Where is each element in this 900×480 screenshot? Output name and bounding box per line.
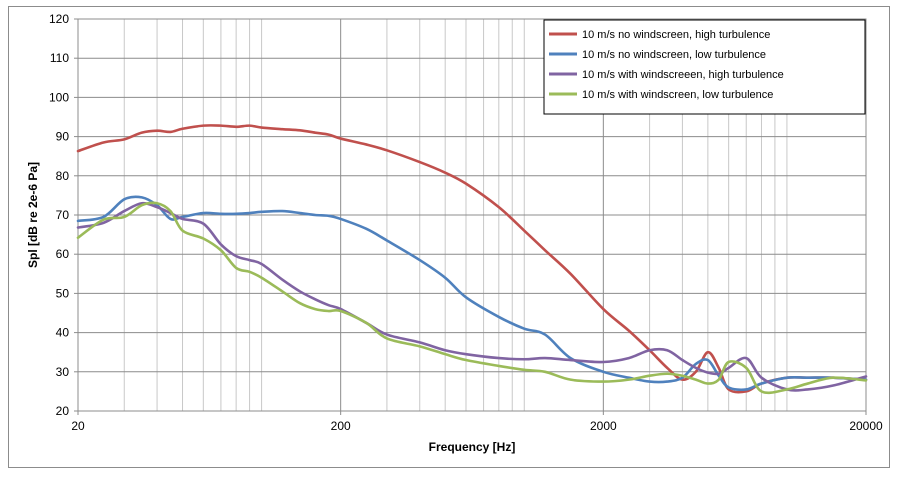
series-lines [76, 124, 868, 395]
series-line-4 [76, 201, 868, 395]
x-tick-label: 20 [71, 419, 85, 433]
legend-label: 10 m/s with windscreen, low turbulence [582, 89, 773, 101]
x-tick-label: 2000 [590, 419, 617, 433]
y-tick-label: 100 [49, 90, 69, 104]
y-tick-label: 40 [56, 326, 70, 340]
y-tick-label: 90 [56, 130, 70, 144]
y-tick-label: 30 [56, 365, 70, 379]
legend-label: 10 m/s no windscreen, low turbulence [582, 49, 766, 61]
legend: 10 m/s no windscreen, high turbulence 10 … [543, 19, 866, 115]
y-tick-label: 20 [56, 404, 70, 418]
y-tick-label: 120 [49, 12, 69, 26]
y-tick-label: 50 [56, 286, 70, 300]
y-tick-label: 70 [56, 208, 70, 222]
y-tick-label: 80 [56, 169, 70, 183]
legend-box [543, 19, 866, 115]
y-tick-label: 60 [56, 247, 70, 261]
legend-label: 10 m/s with windscreeen, high turbulence [582, 69, 784, 81]
legend-label: 10 m/s no windscreen, high turbulence [582, 29, 770, 41]
x-axis-title: Frequency [Hz] [429, 440, 516, 454]
y-axis-ticks: 20 30 40 50 60 70 80 90 100 110 120 [49, 12, 78, 418]
x-axis-ticks: 20 200 2000 20000 [71, 411, 883, 433]
x-tick-label: 20000 [849, 419, 883, 433]
y-tick-label: 110 [50, 51, 69, 65]
chart-frame: 20 30 40 50 60 70 80 90 100 110 120 20 200 2000 20000… [8, 6, 890, 468]
series-line-2 [76, 195, 868, 392]
x-tick-label: 200 [331, 419, 351, 433]
spl-chart: 20 30 40 50 60 70 80 90 100 110 120 20 200 2000 20000… [26, 12, 883, 454]
y-axis-title: Spl [dB re 2e-6 Pa] [26, 162, 40, 268]
